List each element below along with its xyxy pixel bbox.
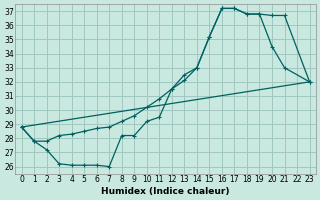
X-axis label: Humidex (Indice chaleur): Humidex (Indice chaleur) [101,187,230,196]
